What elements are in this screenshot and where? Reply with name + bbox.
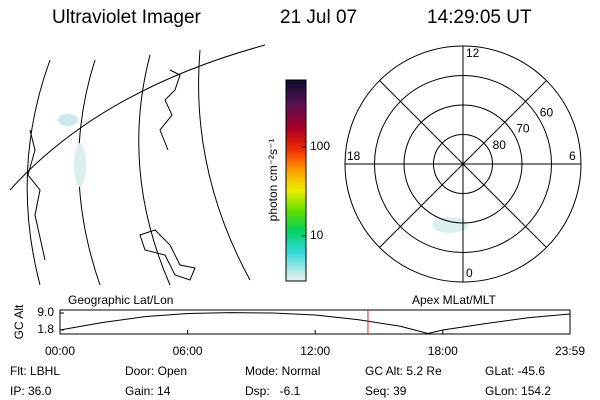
info-field: Gain: 14 <box>125 384 171 398</box>
coastline <box>27 129 46 261</box>
colorbar-label: photon cm⁻²s⁻¹ <box>266 139 280 222</box>
mlt-label: 6 <box>569 149 576 163</box>
lat-line <box>9 44 266 191</box>
info-field: GLat: -45.6 <box>485 364 545 378</box>
lat-ring <box>403 104 523 224</box>
coastline <box>139 229 196 281</box>
date: 21 Jul 07 <box>280 7 357 28</box>
x-tick-label: 06:00 <box>173 344 203 358</box>
aurora <box>74 143 86 187</box>
y-tick-label: 9.0 <box>37 305 54 319</box>
lat-ring-label: 70 <box>516 122 530 136</box>
lat-ring-label: 60 <box>540 105 554 119</box>
x-tick-label: 23:59 <box>555 344 585 358</box>
info-field: Seq: 39 <box>365 384 407 398</box>
mlt-label: 0 <box>466 266 473 280</box>
y-axis-label: GC Alt <box>12 304 26 339</box>
lat-ring <box>433 134 493 194</box>
polar-label: Apex MLat/MLT <box>412 293 496 307</box>
time: 14:29:05 UT <box>427 7 532 28</box>
colorbar-tick-label: 100 <box>310 139 330 153</box>
lat-ring-label: 80 <box>493 138 507 152</box>
aurora <box>58 114 78 126</box>
info-field: Flt: LBHL <box>10 364 60 378</box>
info-field: GC Alt: 5.2 Re <box>365 364 442 378</box>
aurora <box>432 217 468 233</box>
info-field: IP: 36.0 <box>10 384 52 398</box>
map <box>9 44 266 286</box>
colorbar <box>285 79 307 282</box>
x-tick-label: 18:00 <box>428 344 458 358</box>
coastline <box>159 69 181 151</box>
x-tick-label: 00:00 <box>45 344 75 358</box>
lon-line <box>198 49 251 281</box>
info-field: Dsp: -6.1 <box>245 384 301 398</box>
mlt-label: 12 <box>466 46 480 60</box>
altitude-line <box>59 312 571 335</box>
info-field: Door: Open <box>125 364 187 378</box>
info-field: Mode: Normal <box>245 364 320 378</box>
title: Ultraviolet Imager <box>52 7 202 28</box>
lon-line <box>26 59 51 286</box>
lat-ring <box>374 75 552 253</box>
map-label: Geographic Lat/Lon <box>68 293 173 307</box>
lon-line <box>138 54 171 286</box>
y-tick-label: 1.8 <box>37 322 54 336</box>
mlt-label: 18 <box>347 149 361 163</box>
info-field: GLon: 154.2 <box>485 384 551 398</box>
x-tick-label: 12:00 <box>300 344 330 358</box>
spoke <box>379 80 547 248</box>
colorbar-tick-label: 10 <box>310 228 324 242</box>
